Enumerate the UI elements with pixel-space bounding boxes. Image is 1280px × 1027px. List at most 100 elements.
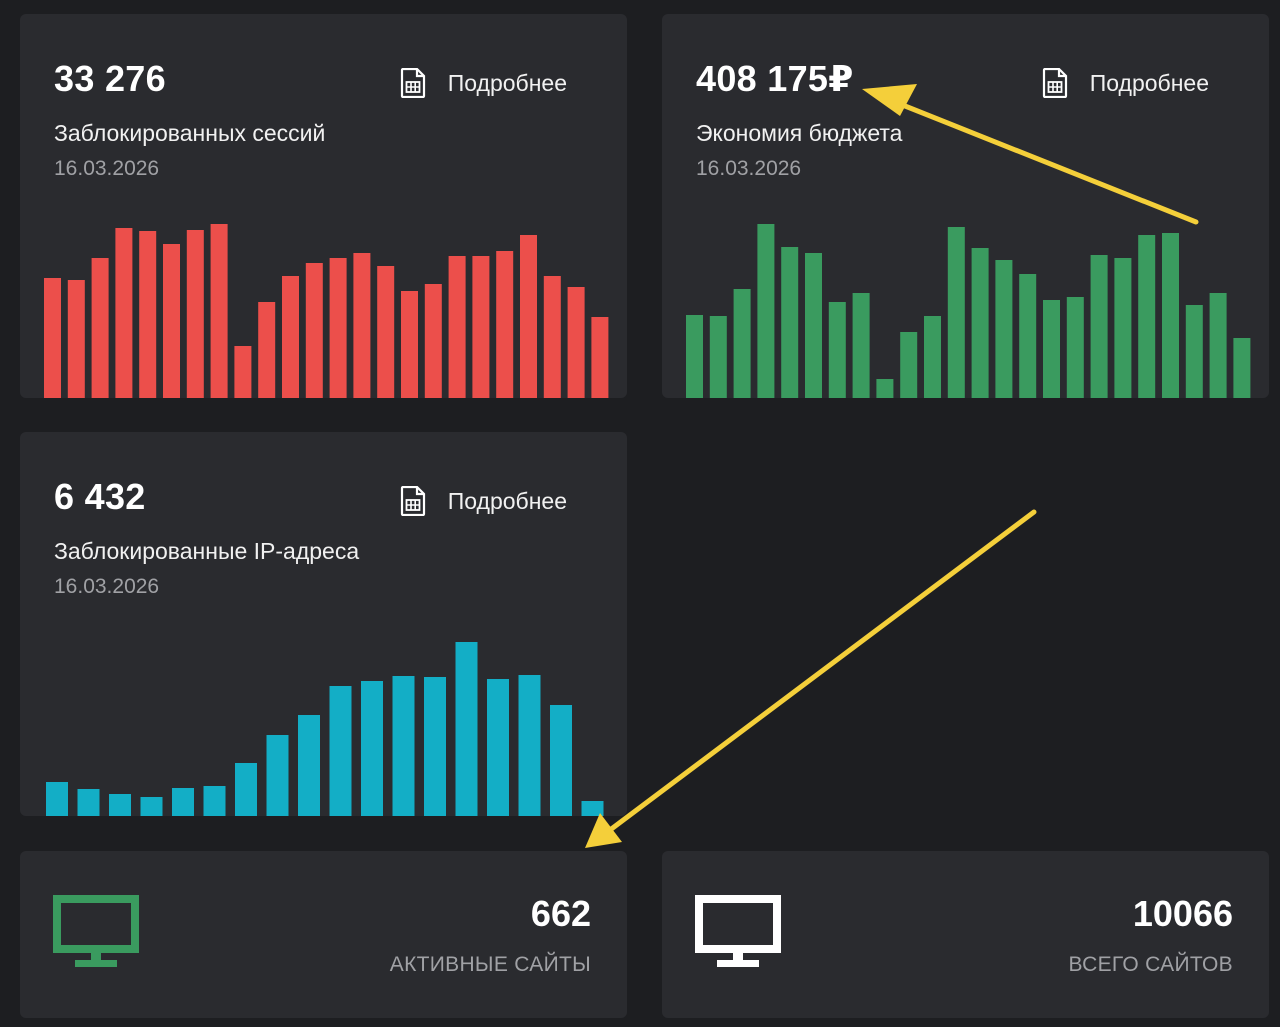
chart-bar <box>172 788 194 816</box>
chart-bar <box>828 302 846 398</box>
chart-bar <box>876 379 894 398</box>
chart-bar <box>971 248 989 398</box>
chart-bar <box>1066 297 1084 398</box>
chart-bar <box>852 293 870 398</box>
chart-bar <box>947 227 965 398</box>
monitor-neck <box>733 953 743 961</box>
chart-bar <box>329 258 347 398</box>
blocked-ips-chart <box>46 642 604 816</box>
chart-bar <box>109 794 131 816</box>
chart-bar <box>448 256 466 398</box>
chart-bar <box>67 280 85 398</box>
budget-savings-label: Экономия бюджета <box>696 120 903 146</box>
blocked-sessions-value: 33 276 <box>54 58 166 99</box>
chart-bar <box>139 231 157 398</box>
chart-bar <box>567 287 585 398</box>
more-label: Подробнее <box>447 487 567 514</box>
chart-bar <box>282 276 299 398</box>
chart-bar <box>924 316 941 398</box>
chart-bar <box>46 782 68 816</box>
chart-bar <box>1185 305 1203 398</box>
chart-bar <box>995 260 1013 398</box>
blocked-sessions-label: Заблокированных сессий <box>54 120 326 146</box>
chart-bar <box>186 230 204 398</box>
blocked-sessions-date: 16.03.2026 <box>54 157 160 180</box>
chart-bar <box>361 681 383 816</box>
chart-bar <box>781 247 799 398</box>
chart-bar <box>163 244 180 398</box>
chart-bar <box>733 289 751 398</box>
report-icon <box>1042 68 1068 98</box>
blocked-sessions-more-button[interactable]: Подробнее <box>400 68 567 98</box>
monitor-screen <box>53 895 139 953</box>
chart-bar <box>140 797 163 816</box>
active-sites-card[interactable]: 662 АКТИВНЫЕ САЙТЫ <box>20 851 627 1018</box>
chart-bar <box>455 642 478 816</box>
budget-savings-date: 16.03.2026 <box>696 157 802 180</box>
chart-bar <box>353 253 371 398</box>
chart-bar <box>1233 338 1251 398</box>
total-sites-card[interactable]: 10066 ВСЕГО САЙТОВ <box>662 851 1269 1018</box>
chart-bar <box>1114 258 1132 398</box>
monitor-icon <box>695 895 781 967</box>
report-icon <box>400 486 426 516</box>
blocked-ips-date: 16.03.2026 <box>54 575 160 598</box>
chart-bar <box>543 276 561 398</box>
chart-bar <box>757 224 775 398</box>
chart-bar <box>77 789 100 816</box>
chart-bar <box>496 251 514 398</box>
report-icon <box>400 68 426 98</box>
blocked-ips-card: 6 432 Подробнее Заблокированные IP-адрес… <box>20 432 627 816</box>
chart-bar <box>518 675 541 816</box>
chart-bar <box>392 676 415 816</box>
chart-bar <box>709 316 727 398</box>
more-label: Подробнее <box>447 69 567 96</box>
blocked-sessions-chart <box>44 224 609 398</box>
more-label: Подробнее <box>1089 69 1209 96</box>
blocked-sessions-card: 33 276 Подробнее Заблокированных сессий … <box>20 14 627 398</box>
chart-bar <box>550 705 572 816</box>
arrow-line-active-sites <box>607 509 1037 833</box>
budget-savings-card: 408 175₽ Подробнее Экономия бюджета 16.0… <box>662 14 1269 398</box>
chart-bar <box>203 786 226 816</box>
chart-bar <box>1019 274 1037 398</box>
monitor-icon <box>53 895 139 967</box>
chart-bar <box>424 677 446 816</box>
chart-bar <box>1209 293 1227 398</box>
chart-bar <box>1162 233 1179 398</box>
budget-savings-value: 408 175₽ <box>696 58 854 99</box>
chart-bar <box>234 346 252 398</box>
chart-bar <box>44 278 61 398</box>
monitor-screen <box>695 895 781 953</box>
chart-bar <box>329 686 352 816</box>
chart-bar <box>805 253 822 398</box>
chart-bar <box>472 256 490 398</box>
chart-bar <box>235 763 257 816</box>
chart-bar <box>305 263 323 398</box>
chart-bar <box>581 801 604 816</box>
chart-bar <box>900 332 918 398</box>
total-sites-label: ВСЕГО САЙТОВ <box>1068 953 1233 976</box>
chart-bar <box>91 258 109 398</box>
chart-bar <box>115 228 133 398</box>
chart-bar <box>591 317 609 398</box>
monitor-neck <box>91 953 101 961</box>
active-sites-label: АКТИВНЫЕ САЙТЫ <box>389 953 591 976</box>
chart-bar <box>401 291 418 398</box>
budget-savings-more-button[interactable]: Подробнее <box>1042 68 1209 98</box>
active-sites-value: 662 <box>530 893 591 934</box>
chart-bar <box>686 315 703 398</box>
chart-bar <box>377 266 395 398</box>
chart-bar <box>298 715 320 816</box>
monitor-stand <box>717 960 759 967</box>
blocked-ips-value: 6 432 <box>54 476 146 517</box>
chart-bar <box>487 679 509 816</box>
chart-bar <box>258 302 276 398</box>
blocked-ips-label: Заблокированные IP-адреса <box>54 538 360 564</box>
monitor-stand <box>75 960 117 967</box>
chart-bar <box>424 284 442 398</box>
chart-bar <box>266 735 289 816</box>
chart-bar <box>520 235 537 398</box>
chart-bar <box>1090 255 1108 398</box>
blocked-ips-more-button[interactable]: Подробнее <box>400 486 567 516</box>
